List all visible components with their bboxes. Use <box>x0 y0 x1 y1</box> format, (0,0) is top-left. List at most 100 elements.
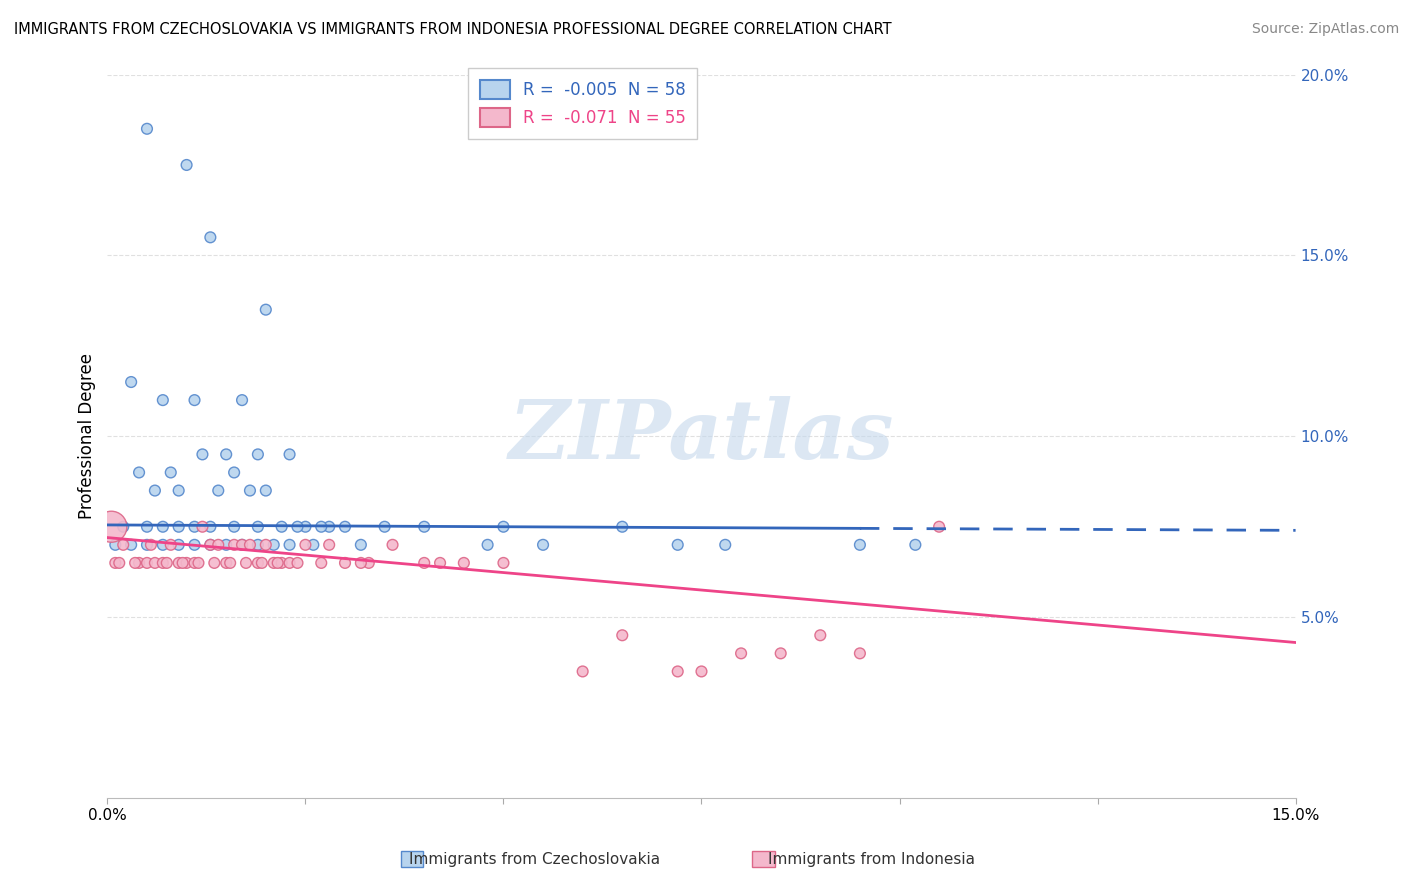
Point <box>100 520 122 534</box>
Point <box>278 538 301 552</box>
Point <box>139 538 162 552</box>
Point <box>849 646 872 660</box>
Point <box>302 538 325 552</box>
Point <box>219 556 242 570</box>
Point <box>666 538 689 552</box>
Point <box>200 538 222 552</box>
Point <box>136 538 159 552</box>
Point <box>374 520 396 534</box>
Point <box>104 538 127 552</box>
Point <box>120 538 142 552</box>
Point <box>143 556 166 570</box>
Point <box>108 556 131 570</box>
Point <box>167 556 190 570</box>
Text: Source: ZipAtlas.com: Source: ZipAtlas.com <box>1251 22 1399 37</box>
Point <box>235 556 257 570</box>
Point <box>183 538 205 552</box>
Point <box>246 538 269 552</box>
Point <box>318 520 340 534</box>
Point <box>224 520 246 534</box>
Point <box>215 447 238 461</box>
Point <box>176 158 198 172</box>
Point <box>224 466 246 480</box>
Point <box>453 556 475 570</box>
Point <box>152 538 174 552</box>
Point <box>231 393 253 408</box>
Point <box>333 556 356 570</box>
Point <box>183 393 205 408</box>
Point <box>239 538 262 552</box>
Point <box>128 466 150 480</box>
Point <box>167 483 190 498</box>
Point <box>200 538 222 552</box>
Point <box>270 556 292 570</box>
Point <box>381 538 404 552</box>
Point <box>246 520 269 534</box>
Point <box>112 538 135 552</box>
Point <box>531 538 554 552</box>
Point <box>254 483 277 498</box>
Point <box>287 556 309 570</box>
Point <box>143 483 166 498</box>
Point <box>477 538 499 552</box>
Point <box>215 556 238 570</box>
Point <box>287 520 309 534</box>
Point <box>350 538 373 552</box>
Text: Immigrants from Indonesia: Immigrants from Indonesia <box>768 852 976 867</box>
Point <box>207 483 229 498</box>
Point <box>250 556 273 570</box>
Point <box>124 556 146 570</box>
Point <box>254 302 277 317</box>
Point <box>191 520 214 534</box>
Point <box>246 556 269 570</box>
Point <box>136 121 159 136</box>
Point <box>183 556 205 570</box>
Point <box>224 538 246 552</box>
Point <box>270 520 292 534</box>
Point <box>294 538 316 552</box>
Point <box>187 556 209 570</box>
Point <box>413 556 436 570</box>
Point <box>156 556 179 570</box>
Y-axis label: Professional Degree: Professional Degree <box>79 353 96 519</box>
Point <box>183 520 205 534</box>
Point <box>263 556 285 570</box>
Point <box>239 483 262 498</box>
Point <box>714 538 737 552</box>
Point <box>263 538 285 552</box>
Point <box>808 628 831 642</box>
Point <box>231 538 253 552</box>
Point <box>357 556 380 570</box>
Point <box>152 520 174 534</box>
Point <box>215 538 238 552</box>
Point <box>571 665 593 679</box>
Point <box>849 538 872 552</box>
Point <box>112 520 135 534</box>
Point <box>928 520 950 534</box>
Point <box>730 646 752 660</box>
Point <box>191 447 214 461</box>
Point <box>202 556 225 570</box>
Point <box>207 538 229 552</box>
Point <box>492 520 515 534</box>
Point <box>278 447 301 461</box>
Point <box>904 538 927 552</box>
Point <box>152 393 174 408</box>
Point <box>159 466 181 480</box>
Point <box>309 556 332 570</box>
Point <box>167 538 190 552</box>
Legend: R =  -0.005  N = 58, R =  -0.071  N = 55: R = -0.005 N = 58, R = -0.071 N = 55 <box>468 69 697 138</box>
Point <box>267 556 290 570</box>
Point <box>666 665 689 679</box>
Point <box>159 538 181 552</box>
Text: ZIPatlas: ZIPatlas <box>509 396 894 476</box>
Point <box>200 520 222 534</box>
Point <box>176 556 198 570</box>
Point <box>200 230 222 244</box>
Point <box>104 556 127 570</box>
Point <box>429 556 451 570</box>
Point <box>136 520 159 534</box>
Point <box>128 556 150 570</box>
Point <box>136 556 159 570</box>
Point <box>350 556 373 570</box>
